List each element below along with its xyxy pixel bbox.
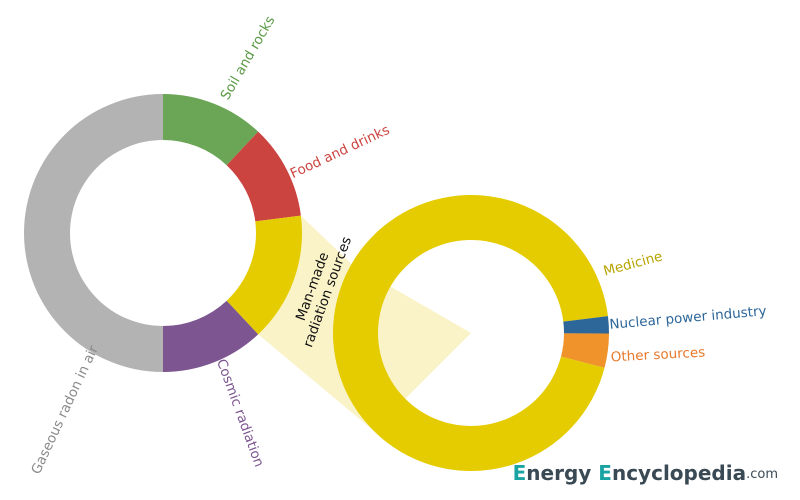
segment-label: Nuclear power industry — [609, 303, 767, 333]
donut-segment — [226, 131, 301, 222]
donut-segment — [24, 94, 163, 372]
brand-part: E — [513, 461, 527, 485]
donut-segment — [163, 94, 259, 166]
segment-label: Other sources — [610, 345, 705, 366]
brand-part: .com — [746, 467, 778, 482]
segment-label: Soil and rocks — [218, 13, 279, 103]
segment-label: Food and drinks — [288, 122, 392, 182]
segment-label: Medicine — [602, 248, 664, 279]
segment-label: Cosmic radiation — [213, 357, 267, 469]
donut-segment — [560, 333, 609, 368]
brand-part: nergy — [526, 461, 598, 485]
donut-segment — [333, 195, 608, 472]
brand-part: E — [598, 461, 612, 485]
brand-part: ncyclopedia — [612, 461, 746, 485]
donut-segment — [163, 300, 259, 372]
brand: Energy Encyclopedia.com — [513, 461, 778, 485]
segment-label: Gaseous radon in air — [28, 343, 102, 477]
donut-segment — [226, 215, 302, 335]
donut-segment — [563, 316, 609, 334]
